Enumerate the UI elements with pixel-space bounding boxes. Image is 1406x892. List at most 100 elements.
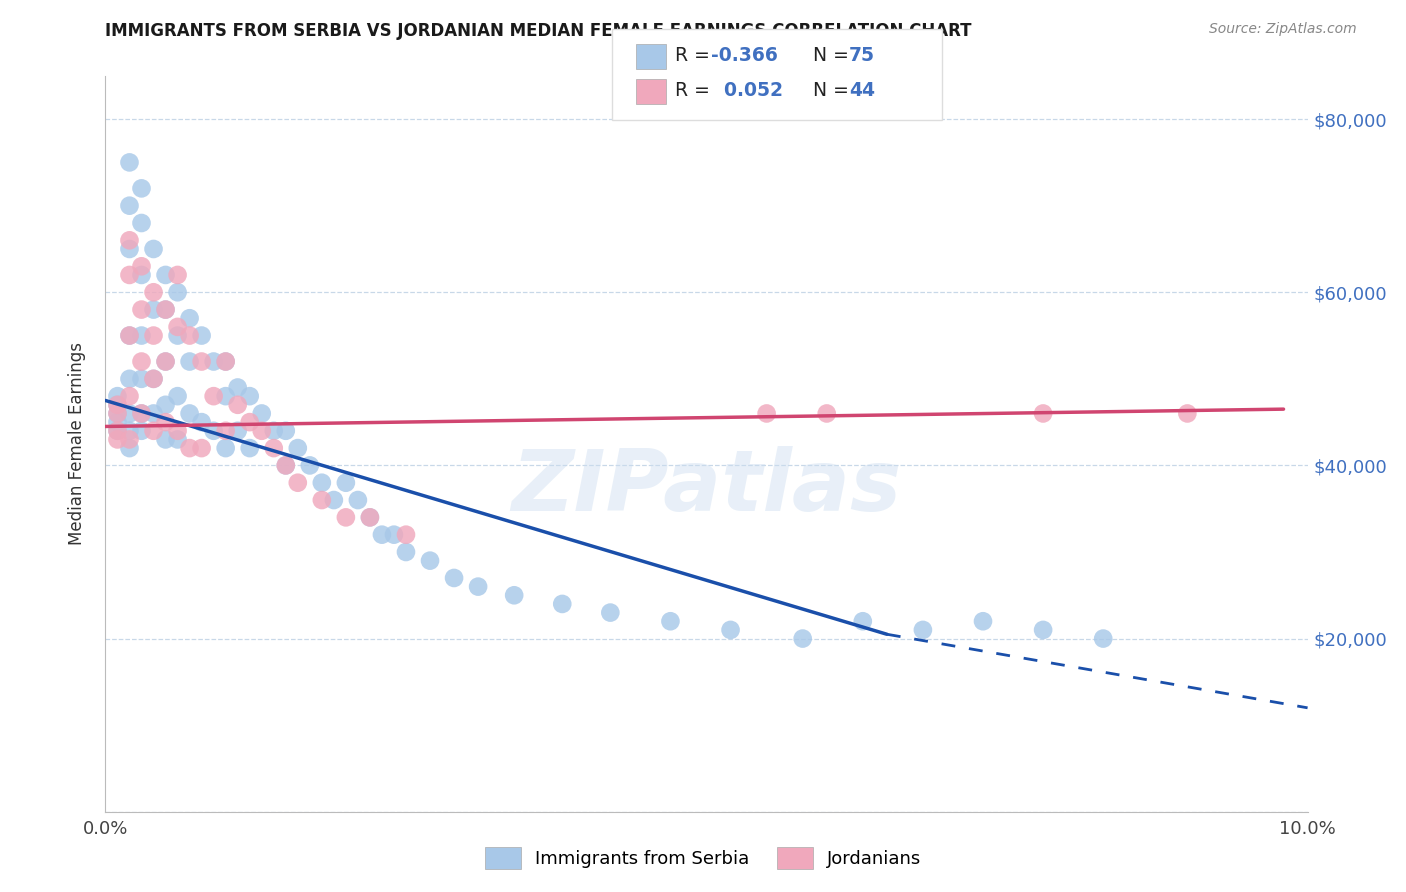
Text: 75: 75 [849, 45, 875, 65]
Point [239, 389, 262, 403]
Point [274, 458, 297, 473]
Point [852, 614, 875, 628]
Point [107, 415, 129, 429]
Point [118, 407, 141, 421]
Point [263, 424, 285, 438]
Point [226, 380, 249, 394]
Point [142, 302, 165, 317]
Point [118, 389, 141, 403]
Point [166, 328, 188, 343]
Point [287, 475, 309, 490]
Point [179, 441, 201, 455]
Point [155, 354, 177, 368]
Point [131, 216, 153, 230]
Point [118, 242, 141, 256]
Text: R =: R = [675, 45, 716, 65]
Point [214, 354, 236, 368]
Point [551, 597, 574, 611]
Point [419, 554, 441, 568]
Point [599, 606, 621, 620]
Point [659, 614, 682, 628]
Point [131, 268, 153, 282]
Point [179, 354, 201, 368]
Point [142, 328, 165, 343]
Point [335, 510, 357, 524]
Point [179, 311, 201, 326]
Point [1175, 407, 1198, 421]
Point [911, 623, 934, 637]
Point [226, 424, 249, 438]
Text: N =: N = [813, 81, 855, 101]
Point [131, 302, 153, 317]
Point [107, 398, 129, 412]
Point [335, 475, 357, 490]
Point [395, 527, 418, 541]
Point [155, 354, 177, 368]
Point [118, 441, 141, 455]
Point [166, 433, 188, 447]
Point [142, 407, 165, 421]
Point [239, 415, 262, 429]
Point [142, 285, 165, 300]
Point [274, 424, 297, 438]
Text: 0.052: 0.052 [711, 81, 783, 101]
Point [250, 407, 273, 421]
Point [107, 407, 129, 421]
Point [166, 285, 188, 300]
Point [382, 527, 405, 541]
Point [202, 354, 225, 368]
Point [815, 407, 838, 421]
Point [131, 260, 153, 274]
Point [467, 580, 489, 594]
Point [311, 493, 333, 508]
Point [190, 415, 212, 429]
Point [131, 424, 153, 438]
Point [274, 458, 297, 473]
Point [202, 389, 225, 403]
Point [131, 181, 153, 195]
Point [166, 319, 188, 334]
Point [214, 424, 236, 438]
Point [202, 424, 225, 438]
Point [226, 398, 249, 412]
Point [166, 389, 188, 403]
Point [322, 493, 344, 508]
Point [214, 354, 236, 368]
Point [720, 623, 742, 637]
Point [395, 545, 418, 559]
Point [755, 407, 778, 421]
Point [371, 527, 394, 541]
Text: -0.366: -0.366 [711, 45, 779, 65]
Text: R =: R = [675, 81, 716, 101]
Point [155, 433, 177, 447]
Point [107, 433, 129, 447]
Point [311, 475, 333, 490]
Point [179, 328, 201, 343]
Point [792, 632, 814, 646]
Point [131, 407, 153, 421]
Point [359, 510, 381, 524]
Point [250, 424, 273, 438]
Point [359, 510, 381, 524]
Point [1032, 407, 1054, 421]
Text: Source: ZipAtlas.com: Source: ZipAtlas.com [1209, 22, 1357, 37]
Point [131, 372, 153, 386]
Point [166, 424, 188, 438]
Text: 44: 44 [849, 81, 875, 101]
Point [190, 441, 212, 455]
Point [118, 372, 141, 386]
Point [155, 415, 177, 429]
Legend: Immigrants from Serbia, Jordanians: Immigrants from Serbia, Jordanians [478, 839, 928, 876]
Point [118, 233, 141, 247]
Point [118, 328, 141, 343]
Point [298, 458, 321, 473]
Point [118, 433, 141, 447]
Point [503, 588, 526, 602]
Point [142, 372, 165, 386]
Point [443, 571, 465, 585]
Point [1032, 623, 1054, 637]
Text: IMMIGRANTS FROM SERBIA VS JORDANIAN MEDIAN FEMALE EARNINGS CORRELATION CHART: IMMIGRANTS FROM SERBIA VS JORDANIAN MEDI… [105, 22, 972, 40]
Y-axis label: Median Female Earnings: Median Female Earnings [67, 343, 86, 545]
Text: ZIPatlas: ZIPatlas [512, 446, 901, 530]
Point [287, 441, 309, 455]
